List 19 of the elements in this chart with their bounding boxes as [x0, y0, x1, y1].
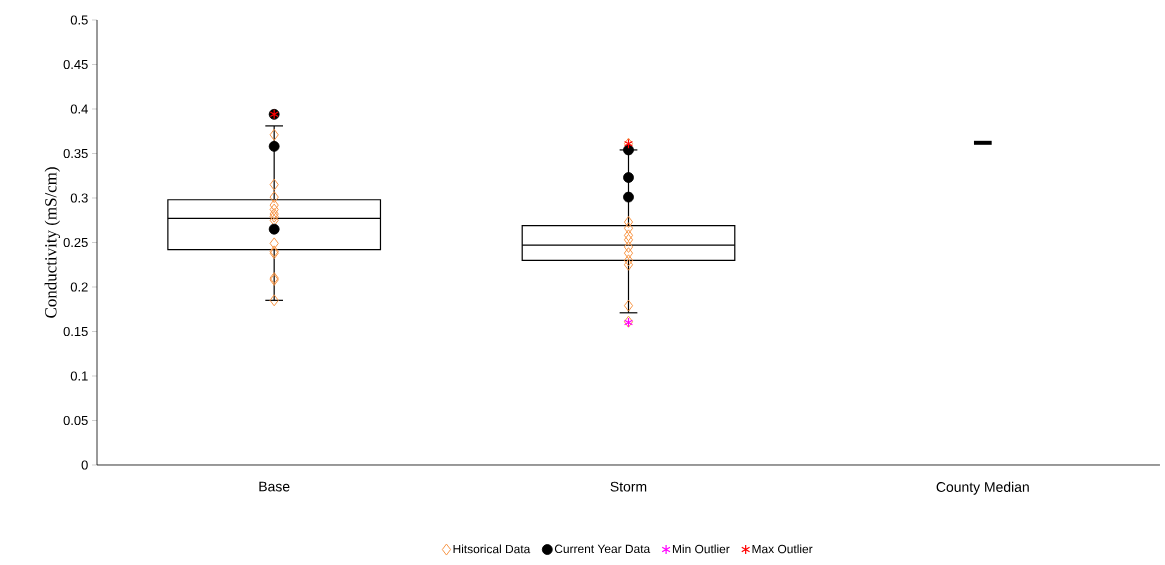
y-tick-label: 0	[81, 460, 88, 470]
legend-label: Max Outlier	[752, 544, 813, 554]
y-tick-label: 0.35	[63, 148, 88, 159]
y-tick-label: 0.45	[63, 59, 88, 70]
y-tick-label: 0.4	[70, 104, 88, 114]
legend-label: Hitsorical Data	[453, 544, 531, 554]
y-axis-title: Conductivity (mS/cm)	[44, 167, 61, 318]
x-tick-label: County Median	[936, 481, 1029, 495]
y-tick-label: 0.3	[70, 193, 88, 203]
y-tick-label: 0.25	[63, 237, 88, 248]
y-tick-label: 0.5	[70, 15, 88, 25]
x-tick-label: Base	[259, 481, 290, 492]
legend-label: Min Outlier	[672, 544, 730, 554]
legend-label: Current Year Data	[554, 544, 651, 554]
x-tick-label: Storm	[610, 481, 647, 492]
y-tick-label: 0.1	[70, 371, 88, 381]
y-tick-label: 0.2	[70, 282, 88, 292]
y-tick-label: 0.05	[63, 415, 88, 426]
y-tick-label: 0.15	[63, 326, 88, 337]
